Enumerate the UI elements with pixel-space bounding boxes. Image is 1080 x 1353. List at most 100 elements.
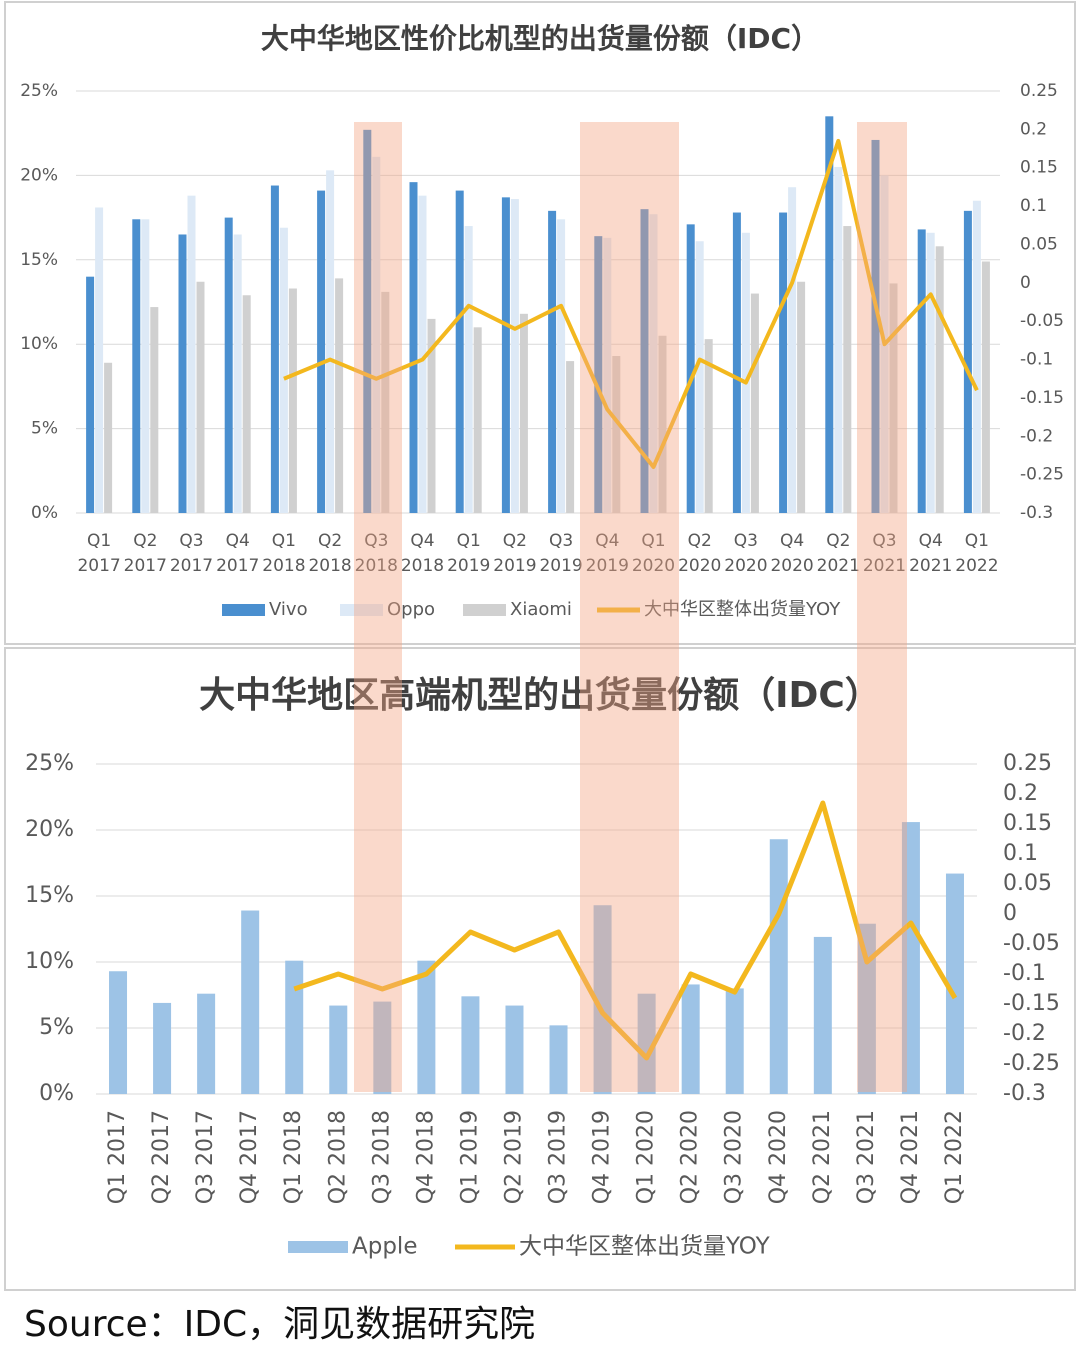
x-tick-line: 2018 — [355, 556, 398, 576]
x-tick-line: Q4 — [595, 531, 619, 551]
x-tick-line: Q2 — [826, 531, 850, 551]
bar — [813, 936, 832, 1094]
x-tick-line: Q1 — [272, 531, 296, 551]
source: Source：IDC，洞见数据研究院 — [24, 1304, 535, 1345]
legend-swatch — [222, 604, 265, 616]
bar — [455, 190, 464, 514]
bar — [972, 200, 981, 513]
legend-label: Oppo — [387, 599, 435, 620]
x-tick-line: 2021 — [817, 556, 860, 576]
y2-tick-label: 0.1 — [1020, 196, 1047, 216]
x-tick-line: 2022 — [955, 556, 998, 576]
legend-swatch — [288, 1241, 348, 1253]
bar — [178, 234, 187, 514]
x-tick-label: Q2 2020 — [678, 531, 721, 576]
bar — [288, 288, 297, 513]
y2-tick-label: 0.1 — [1003, 841, 1038, 866]
bar — [519, 313, 528, 513]
x-tick-label: Q2 2018 — [325, 1110, 350, 1204]
bar — [549, 1025, 568, 1094]
bar — [769, 839, 788, 1094]
legend-label: Vivo — [269, 599, 308, 620]
bar — [603, 237, 612, 513]
x-tick-label: Q1 2017 — [105, 1110, 130, 1204]
y2-tick-label: 0.15 — [1020, 158, 1058, 178]
bar — [233, 234, 242, 514]
x-tick-label: Q1 2018 — [262, 531, 305, 576]
x-tick-line: 2018 — [401, 556, 444, 576]
y2-tick-label: 0 — [1020, 273, 1031, 293]
bar — [241, 910, 260, 1094]
bar — [335, 278, 344, 513]
x-tick-line: Q2 — [318, 531, 342, 551]
x-tick-line: 2021 — [909, 556, 952, 576]
x-tick-label: Q4 2020 — [770, 531, 813, 576]
legend-label: Xiaomi — [510, 599, 572, 620]
x-tick-label: Q3 2021 — [854, 1110, 879, 1204]
x-tick-label: Q4 2021 — [898, 1110, 923, 1204]
x-tick-line: 2019 — [586, 556, 629, 576]
x-tick-line: 2019 — [447, 556, 490, 576]
x-tick-line: 2017 — [77, 556, 120, 576]
bar — [557, 219, 566, 513]
bar — [86, 276, 95, 513]
bar — [917, 229, 926, 513]
y2-tick-label: -0.2 — [1020, 426, 1053, 446]
bar — [548, 210, 557, 513]
bar — [843, 226, 852, 514]
bar — [285, 960, 304, 1094]
y2-tick-label: 0.15 — [1003, 811, 1052, 836]
chart-frame — [4, 1, 1076, 645]
chart-frame — [4, 647, 1076, 1291]
x-tick-line: Q4 — [780, 531, 804, 551]
y2-tick-label: -0.05 — [1020, 311, 1064, 331]
x-tick-line: 2017 — [124, 556, 167, 576]
x-tick-line: Q3 — [734, 531, 758, 551]
y2-tick-label: 0 — [1003, 901, 1017, 926]
bar — [196, 281, 205, 513]
bar — [945, 873, 964, 1094]
legend-label: 大中华区整体出货量YOY — [644, 599, 841, 620]
x-tick-line: 2017 — [170, 556, 213, 576]
x-tick-line: Q4 — [226, 531, 250, 551]
x-tick-line: Q3 — [179, 531, 203, 551]
bar — [704, 339, 713, 513]
x-tick-label: Q4 2020 — [766, 1110, 791, 1204]
y2-tick-label: -0.1 — [1003, 961, 1046, 986]
bar — [363, 129, 372, 513]
bar — [197, 993, 216, 1094]
bar — [594, 236, 603, 513]
bar — [317, 190, 326, 514]
bar — [750, 293, 759, 513]
x-tick-line: Q1 — [457, 531, 481, 551]
x-tick-label: Q4 2021 — [909, 531, 952, 576]
x-tick-label: Q2 2018 — [308, 531, 351, 576]
bar — [612, 356, 621, 513]
x-tick-label: Q4 2018 — [413, 1110, 438, 1204]
highlight-band — [580, 122, 679, 1092]
x-tick-label: Q3 2021 — [863, 531, 906, 576]
chart-title: 大中华地区性价比机型的出货量份额（IDC） — [261, 22, 819, 55]
y-tick-label: 10% — [20, 334, 58, 354]
x-tick-label: Q2 2020 — [678, 1110, 703, 1204]
y2-tick-label: -0.2 — [1003, 1021, 1046, 1046]
x-tick-label: Q1 2018 — [281, 1110, 306, 1204]
x-tick-label: Q4 2017 — [216, 531, 259, 576]
bar — [505, 1005, 524, 1094]
bar — [132, 219, 141, 513]
bar — [788, 187, 797, 513]
bar — [593, 905, 612, 1094]
y-tick-label: 5% — [31, 419, 58, 439]
x-tick-line: Q2 — [503, 531, 527, 551]
bar — [649, 214, 658, 513]
x-tick-label: Q2 2019 — [501, 1110, 526, 1204]
bar — [566, 361, 575, 513]
y2-tick-label: 0.2 — [1003, 781, 1038, 806]
y2-tick-label: 0.25 — [1020, 81, 1058, 101]
x-tick-line: 2018 — [262, 556, 305, 576]
legend-swatch — [463, 604, 506, 616]
x-tick-label: Q3 2017 — [193, 1110, 218, 1204]
bar — [901, 822, 920, 1094]
bar — [150, 307, 159, 513]
x-tick-line: Q3 — [872, 531, 896, 551]
